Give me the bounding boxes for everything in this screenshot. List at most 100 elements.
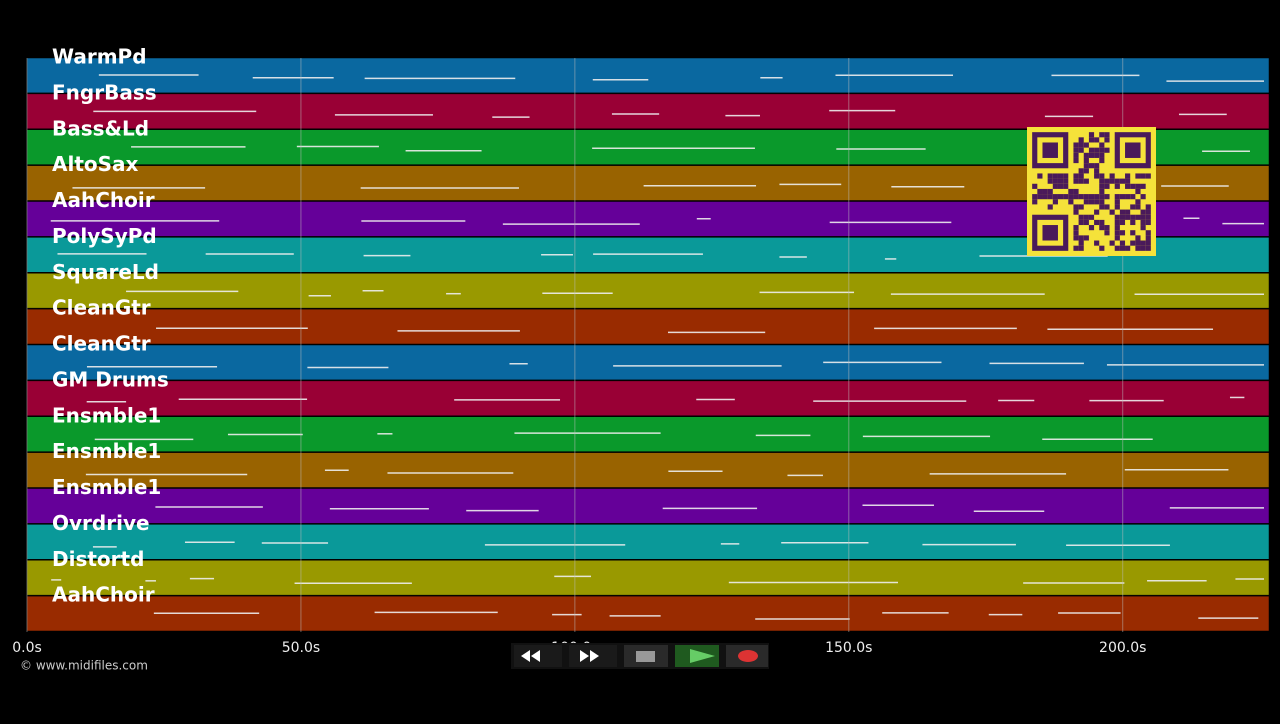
qr-module bbox=[1047, 204, 1053, 210]
qr-module bbox=[1119, 240, 1126, 246]
qr-module bbox=[1057, 178, 1064, 184]
qr-module bbox=[1088, 147, 1095, 153]
qr-module bbox=[1094, 152, 1100, 158]
qr-finder bbox=[1042, 225, 1058, 241]
qr-module bbox=[1140, 219, 1146, 226]
stop-button[interactable] bbox=[624, 645, 668, 667]
qr-module bbox=[1130, 230, 1136, 236]
qr-module bbox=[1125, 209, 1131, 215]
qr-module bbox=[1125, 178, 1131, 184]
qr-module bbox=[1088, 214, 1095, 220]
qr-module bbox=[1104, 230, 1110, 236]
qr-module bbox=[1078, 194, 1084, 200]
qr-module bbox=[1073, 225, 1079, 231]
qr-module bbox=[1078, 173, 1084, 179]
qr-module bbox=[1104, 137, 1110, 143]
qr-module bbox=[1073, 204, 1079, 210]
qr-module bbox=[1099, 147, 1105, 153]
qr-module bbox=[1099, 152, 1105, 158]
track-name: SquareLd bbox=[52, 260, 159, 284]
qr-module bbox=[1099, 225, 1105, 231]
qr-module bbox=[1063, 178, 1069, 184]
qr-finder bbox=[1042, 142, 1058, 158]
qr-module bbox=[1130, 183, 1136, 189]
qr-module bbox=[1088, 194, 1095, 200]
qr-module bbox=[1063, 194, 1069, 200]
rewind-button[interactable] bbox=[514, 645, 562, 667]
qr-module bbox=[1119, 219, 1126, 226]
qr-module bbox=[1125, 194, 1131, 200]
track-name: Bass&Ld bbox=[52, 116, 149, 140]
qr-module bbox=[1047, 188, 1053, 195]
qr-module bbox=[1109, 178, 1115, 184]
qr-module bbox=[1099, 178, 1105, 184]
qr-module bbox=[1083, 163, 1089, 169]
qr-module bbox=[1037, 173, 1043, 179]
track-name: Distortd bbox=[52, 547, 144, 571]
qr-module bbox=[1073, 142, 1079, 148]
track-band bbox=[26, 416, 1270, 452]
time-tick-label: 200.0s bbox=[1099, 640, 1146, 656]
qr-module bbox=[1145, 173, 1151, 179]
time-tick-label: 150.0s bbox=[825, 640, 872, 656]
qr-module bbox=[1099, 132, 1105, 138]
qr-module bbox=[1114, 219, 1120, 226]
qr-module bbox=[1145, 230, 1151, 236]
track-name: CleanGtr bbox=[52, 296, 151, 320]
qr-module bbox=[1052, 199, 1058, 205]
qr-module bbox=[1099, 219, 1105, 226]
time-tick-label: 0.0s bbox=[12, 640, 42, 656]
qr-module bbox=[1114, 178, 1120, 184]
qr-module bbox=[1140, 183, 1146, 189]
forward-button[interactable] bbox=[569, 645, 617, 667]
track-band bbox=[26, 308, 1270, 345]
qr-module bbox=[1119, 178, 1126, 184]
qr-module bbox=[1052, 183, 1058, 189]
qr-module bbox=[1083, 157, 1089, 164]
qr-module bbox=[1135, 183, 1141, 189]
qr-module bbox=[1135, 199, 1141, 205]
qr-module bbox=[1068, 199, 1074, 205]
qr-module bbox=[1145, 219, 1151, 226]
qr-module bbox=[1078, 219, 1084, 226]
track-band bbox=[26, 344, 1270, 381]
qr-module bbox=[1104, 204, 1110, 210]
qr-module bbox=[1145, 204, 1151, 210]
qr-module bbox=[1057, 173, 1064, 179]
track-name: Ovrdrive bbox=[52, 511, 150, 535]
qr-module bbox=[1068, 188, 1074, 195]
qr-module bbox=[1057, 194, 1064, 200]
qr-module bbox=[1052, 173, 1058, 179]
qr-module bbox=[1099, 199, 1105, 205]
qr-module bbox=[1094, 137, 1100, 143]
qr-module bbox=[1145, 209, 1151, 215]
qr-module bbox=[1114, 245, 1120, 251]
play-button[interactable] bbox=[675, 645, 719, 667]
controls bbox=[511, 643, 769, 669]
qr-module bbox=[1125, 214, 1131, 220]
qr-module bbox=[1094, 173, 1100, 179]
qr-module bbox=[1078, 168, 1084, 174]
qr-module bbox=[1104, 178, 1110, 184]
qr-module bbox=[1078, 137, 1084, 143]
qr-module bbox=[1130, 240, 1136, 246]
qr-module bbox=[1094, 194, 1100, 200]
qr-module bbox=[1073, 157, 1079, 164]
qr-module bbox=[1073, 178, 1079, 184]
qr-module bbox=[1145, 240, 1151, 246]
qr-module bbox=[1140, 225, 1146, 231]
qr-module bbox=[1109, 209, 1115, 215]
qr-module bbox=[1047, 194, 1053, 200]
qr-module bbox=[1063, 183, 1069, 189]
qr-module bbox=[1125, 183, 1131, 189]
record-button[interactable] bbox=[726, 645, 768, 667]
qr-module bbox=[1119, 230, 1126, 236]
qr-module bbox=[1088, 152, 1095, 158]
time-tick-label: 50.0s bbox=[282, 640, 320, 656]
qr-module bbox=[1140, 194, 1146, 200]
qr-module bbox=[1083, 219, 1089, 226]
qr-module bbox=[1032, 194, 1038, 200]
qr-module bbox=[1099, 142, 1105, 148]
qr-module bbox=[1073, 152, 1079, 158]
